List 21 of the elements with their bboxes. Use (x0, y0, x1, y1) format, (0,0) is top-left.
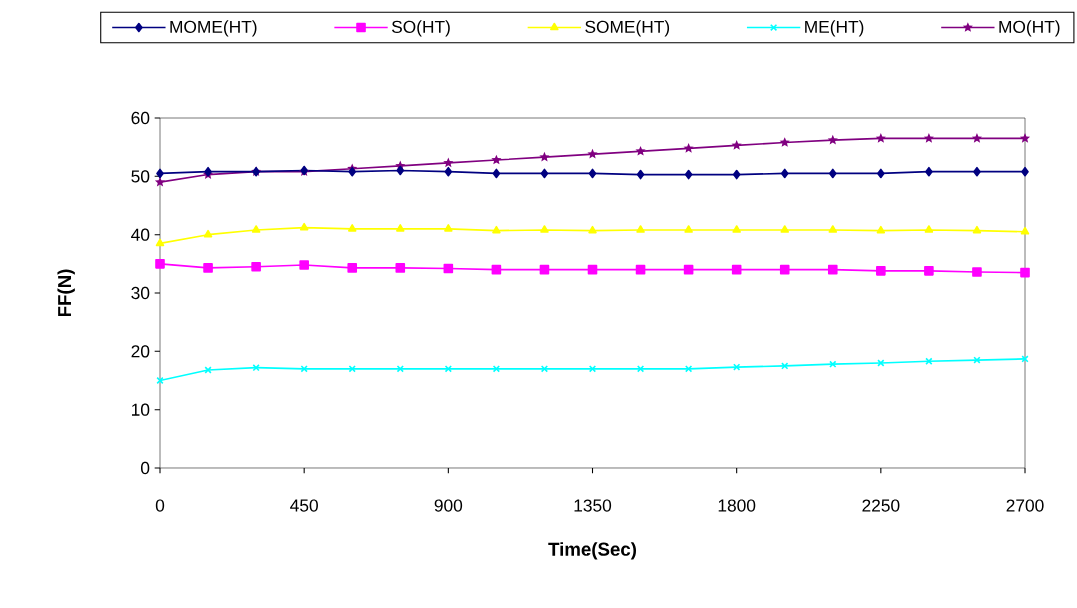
x-tick-label: 450 (290, 499, 318, 512)
x-tick-label: 0 (155, 499, 165, 512)
legend-label: ME(HT) (805, 20, 864, 37)
legend-label: MOME(HT) (170, 20, 257, 37)
x-tick-label: 900 (434, 499, 463, 512)
y-tick-label: 50 (131, 170, 150, 183)
x-tick-label: 2250 (862, 499, 900, 512)
legend-label: MO(HT) (999, 20, 1060, 37)
y-tick-label: 20 (131, 345, 150, 358)
y-tick-label: 10 (132, 403, 150, 416)
x-tick-label: 2700 (1006, 499, 1044, 512)
legend-label: SOME(HT) (585, 20, 670, 37)
legend-label: SO(HT) (391, 20, 450, 37)
y-tick-label: 40 (131, 228, 150, 241)
y-axis-title: FF(N) (57, 269, 75, 317)
x-tick-label: 1350 (574, 499, 612, 512)
y-tick-label: 30 (131, 286, 150, 300)
y-tick-label: 0 (140, 461, 150, 475)
y-tick-label: 60 (131, 111, 150, 125)
x-tick-label: 1800 (718, 499, 756, 512)
x-axis-title: Time(Sec) (548, 542, 637, 560)
